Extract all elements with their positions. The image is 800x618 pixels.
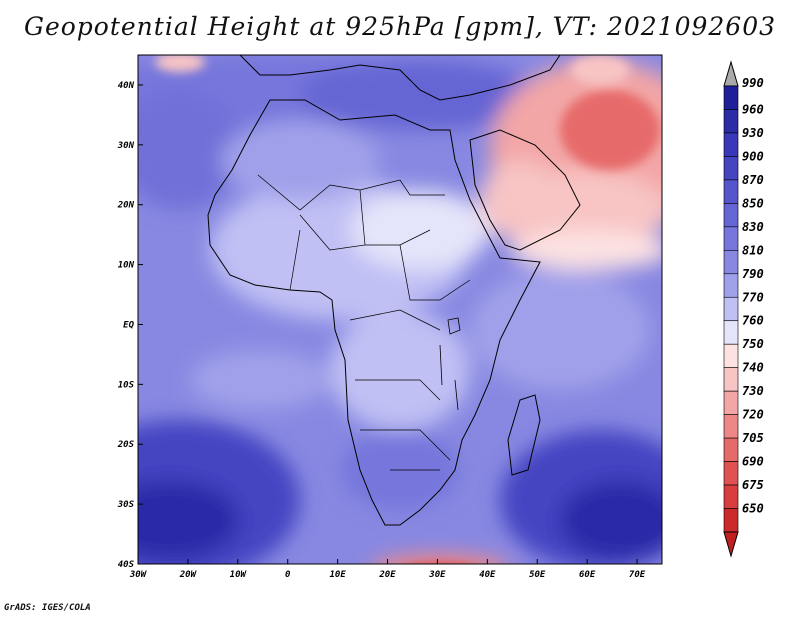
colorbar-bottom-cap bbox=[723, 531, 739, 558]
colorbar-label: 990 bbox=[742, 76, 764, 90]
lon-label: 60E bbox=[579, 570, 596, 580]
colorbar-swatch bbox=[723, 437, 739, 462]
colorbar-swatch bbox=[723, 461, 739, 486]
colorbar-label: 770 bbox=[742, 290, 764, 304]
colorbar-label: 850 bbox=[742, 196, 764, 210]
lon-label: 20W bbox=[179, 570, 198, 580]
colorbar-swatch bbox=[723, 109, 739, 134]
lon-label: 10E bbox=[329, 570, 346, 580]
colorbar-swatch bbox=[723, 273, 739, 298]
colorbar-swatch bbox=[723, 156, 739, 181]
colorbar-swatch bbox=[723, 250, 739, 275]
lon-label: 0 bbox=[285, 570, 291, 580]
latitude-axis: 40N 30N 20N 10N EQ 10S 20S 30S 40S bbox=[117, 81, 143, 570]
colorbar-label: 730 bbox=[742, 384, 764, 398]
colorbar-swatch bbox=[723, 508, 739, 533]
coastlines bbox=[207, 55, 581, 526]
colorbar-label: 790 bbox=[742, 267, 764, 281]
colorbar-label: 740 bbox=[742, 361, 764, 375]
colorbar-label: 690 bbox=[742, 455, 764, 469]
lon-label: 70E bbox=[629, 570, 646, 580]
colorbar-label: 675 bbox=[742, 478, 764, 492]
lon-label: 40E bbox=[479, 570, 496, 580]
lat-label: 20N bbox=[117, 201, 135, 211]
colorbar-label: 650 bbox=[742, 502, 764, 516]
colorbar-label: 720 bbox=[742, 408, 764, 422]
colorbar: 990 960 930 900 870 850 830 810 790 770 760 750 740 7… bbox=[723, 60, 764, 558]
lat-label: EQ bbox=[123, 320, 134, 330]
longitude-axis: 30W 20W 10W 0 10E 20E 30E 40E 50E 60E 70E bbox=[129, 559, 646, 580]
colorbar-label: 930 bbox=[742, 126, 764, 140]
colorbar-label: 705 bbox=[742, 431, 764, 445]
lat-label: 10N bbox=[118, 261, 135, 271]
lat-label: 10S bbox=[118, 380, 135, 390]
colorbar-label: 760 bbox=[742, 314, 764, 328]
colorbar-label: 960 bbox=[742, 102, 764, 116]
lat-label: 30S bbox=[117, 500, 135, 510]
lat-label: 40N bbox=[118, 81, 135, 91]
colorbar-swatch bbox=[723, 85, 739, 110]
lat-label: 30N bbox=[117, 141, 135, 151]
footer-credit: GrADS: IGES/COLA bbox=[4, 603, 91, 613]
colorbar-label: 870 bbox=[742, 173, 764, 187]
colorbar-swatch bbox=[723, 414, 739, 439]
colorbar-swatch bbox=[723, 320, 739, 345]
colorbar-swatch bbox=[723, 343, 739, 368]
plot-frame bbox=[137, 54, 663, 565]
lon-label: 50E bbox=[529, 570, 546, 580]
colorbar-label: 810 bbox=[742, 243, 764, 257]
lat-label: 40S bbox=[118, 560, 135, 570]
lon-label: 20E bbox=[378, 570, 396, 580]
lon-label: 30E bbox=[428, 570, 446, 580]
colorbar-swatch bbox=[723, 203, 739, 228]
colorbar-swatch bbox=[723, 296, 739, 322]
colorbar-top-cap bbox=[723, 60, 739, 87]
lon-label: 30W bbox=[129, 570, 148, 580]
colorbar-swatch bbox=[723, 484, 739, 509]
colorbar-label: 830 bbox=[742, 220, 764, 234]
lon-label: 10W bbox=[230, 570, 248, 580]
colorbar-swatch bbox=[723, 367, 739, 392]
colorbar-swatch bbox=[723, 179, 739, 204]
lat-label: 20S bbox=[117, 440, 135, 450]
colorbar-swatch bbox=[723, 132, 739, 157]
chart-title: Geopotential Height at 925hPa [gpm], VT:… bbox=[23, 12, 777, 41]
height-field bbox=[138, 55, 662, 564]
colorbar-label: 900 bbox=[742, 149, 764, 163]
colorbar-swatch bbox=[723, 390, 739, 415]
colorbar-swatch bbox=[723, 226, 739, 251]
colorbar-label: 750 bbox=[742, 337, 764, 351]
